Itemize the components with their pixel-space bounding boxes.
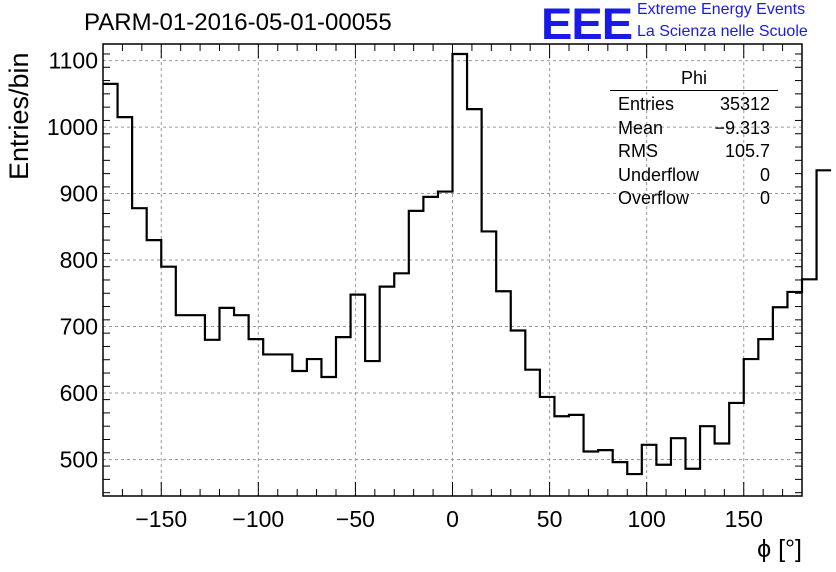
- histogram-bin: [278, 354, 293, 496]
- histogram-bin: [802, 279, 817, 496]
- stats-label: Underflow: [618, 164, 700, 185]
- histogram-bin: [292, 371, 307, 496]
- histogram-bin: [220, 308, 235, 496]
- stats-box: Phi Entries 35312 Mean −9.313 RMS 105.7 …: [610, 68, 778, 211]
- y-tick-label: 1100: [49, 48, 98, 74]
- histogram-bin: [656, 465, 671, 496]
- stats-row-overflow: Overflow 0: [610, 187, 778, 211]
- histogram-bin: [700, 426, 715, 496]
- histogram-bin: [744, 359, 759, 496]
- stats-title: Phi: [610, 68, 778, 91]
- histogram-bin: [525, 370, 540, 496]
- histogram-bin: [132, 208, 147, 496]
- histogram-bin: [584, 451, 599, 496]
- histogram-bin: [758, 339, 773, 496]
- histogram-bin: [263, 354, 278, 496]
- histogram-bin: [351, 295, 366, 496]
- histogram-bin: [423, 197, 438, 496]
- eee-logo: EEE: [541, 0, 633, 49]
- histogram-bin: [569, 415, 584, 496]
- histogram-bin: [773, 307, 788, 496]
- y-axis-label: Entries/bin: [4, 52, 34, 180]
- histogram-bin: [118, 117, 133, 496]
- histogram-bin: [307, 359, 322, 496]
- stats-row-entries: Entries 35312: [610, 93, 778, 117]
- histogram-bin: [787, 292, 802, 496]
- stats-value: 0: [759, 188, 770, 208]
- histogram-bin: [627, 474, 642, 496]
- x-tick-label: 0: [446, 506, 459, 532]
- y-tick-label: 600: [60, 380, 98, 406]
- x-tick-label: −100: [232, 506, 284, 532]
- y-tick-label: 1000: [47, 114, 98, 140]
- histogram-bin: [496, 291, 511, 496]
- histogram-bin: [190, 315, 205, 496]
- histogram-bin: [671, 438, 686, 496]
- stats-row-underflow: Underflow 0: [610, 164, 778, 188]
- histogram-bin: [380, 287, 395, 496]
- stats-value: −9.313: [714, 117, 770, 138]
- brand-line-2: La Scienza nelle Scuole: [637, 23, 808, 40]
- histogram-bin: [438, 192, 453, 496]
- histogram-bin: [205, 340, 220, 496]
- x-tick-label: 50: [537, 506, 563, 532]
- x-tick-label: −50: [336, 506, 375, 532]
- histogram-bin: [365, 361, 380, 496]
- histogram-bin: [161, 267, 176, 496]
- histogram-bin: [336, 337, 351, 496]
- histogram-bin: [482, 231, 497, 496]
- stats-label: Mean: [618, 117, 664, 138]
- histogram-bin: [321, 377, 336, 496]
- histogram-bin: [147, 240, 162, 496]
- y-tick-label: 900: [60, 181, 98, 207]
- histogram-bin: [554, 416, 569, 496]
- histogram-bin: [715, 443, 730, 496]
- histogram-bin: [453, 54, 468, 496]
- stats-value: 35312: [719, 94, 770, 114]
- histogram-bin: [249, 339, 264, 496]
- histogram-bin: [511, 330, 526, 496]
- histogram-bin: [817, 170, 832, 496]
- y-tick-label: 500: [60, 446, 98, 472]
- histogram-bin: [598, 450, 613, 496]
- y-tick-label: 800: [60, 247, 98, 273]
- stats-row-mean: Mean −9.313: [610, 117, 778, 141]
- histogram-bin: [103, 84, 118, 496]
- y-tick-label: 700: [60, 314, 98, 340]
- histogram-bin: [642, 445, 657, 496]
- histogram-bin: [686, 469, 701, 496]
- chart-title: PARM-01-2016-05-01-00055: [84, 9, 392, 36]
- stats-row-rms: RMS 105.7: [610, 140, 778, 164]
- histogram-bin: [729, 403, 744, 496]
- x-axis-label: ϕ [°]: [757, 535, 802, 563]
- x-tick-label: −150: [135, 506, 187, 532]
- stats-value: 105.7: [724, 141, 770, 161]
- stats-label: Overflow: [618, 188, 690, 208]
- stats-value: 0: [759, 164, 770, 185]
- x-tick-label: 100: [627, 506, 665, 532]
- histogram-bin: [409, 211, 424, 496]
- histogram-bin: [613, 462, 628, 496]
- histogram-bin: [540, 397, 555, 496]
- histogram-bin: [467, 109, 482, 496]
- histogram-bin: [176, 315, 191, 496]
- histogram-bin: [394, 273, 409, 496]
- histogram-bin: [234, 315, 249, 496]
- histogram-line: [103, 52, 832, 476]
- stats-label: RMS: [618, 141, 658, 161]
- brand-line-1: Extreme Energy Events: [637, 1, 806, 18]
- stats-label: Entries: [618, 94, 675, 114]
- x-tick-label: 150: [725, 506, 763, 532]
